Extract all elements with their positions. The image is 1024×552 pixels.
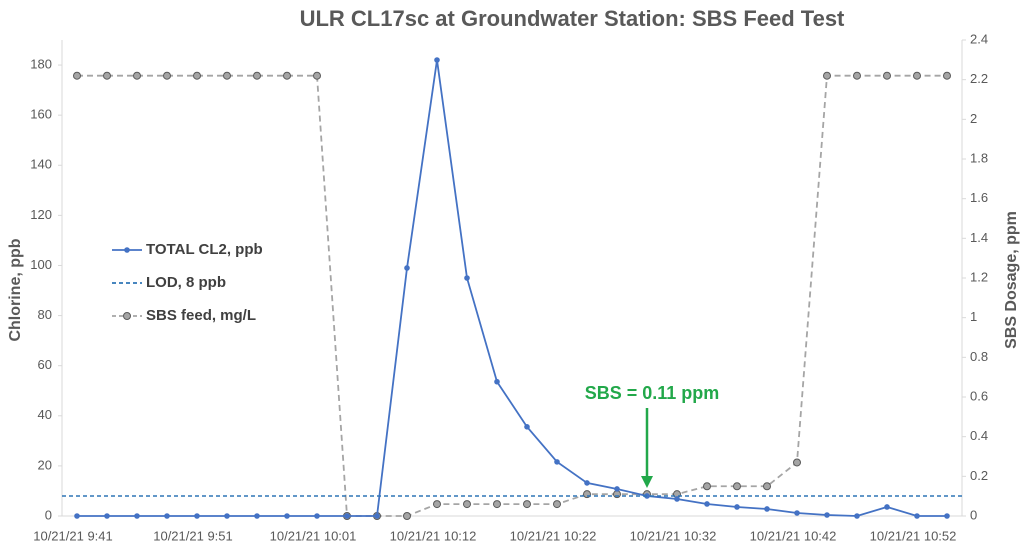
point [494, 378, 500, 385]
point [733, 482, 741, 491]
point [553, 500, 561, 509]
point [793, 458, 801, 467]
x-tick-label: 10/21/21 9:51 [153, 528, 233, 543]
y2-tick-label: 0.6 [970, 388, 988, 403]
point [434, 57, 440, 63]
y-tick-label: 140 [30, 157, 52, 172]
point [313, 71, 321, 80]
point [164, 513, 170, 519]
point [884, 504, 890, 510]
y2-tick-label: 1.8 [970, 150, 988, 165]
point [764, 506, 770, 512]
point [704, 501, 710, 507]
point [163, 71, 171, 80]
point [824, 512, 830, 518]
y2-tick-label: 1.4 [970, 230, 988, 245]
x-tick-label: 10/21/21 10:22 [510, 528, 597, 543]
legend-label: SBS feed, mg/L [146, 307, 256, 324]
y-tick-label: 40 [38, 407, 52, 422]
y2-tick-label: 0.2 [970, 468, 988, 483]
y-axis-title: Chlorine, ppb [7, 238, 24, 341]
x-tick-label: 10/21/21 10:01 [270, 528, 357, 543]
point [103, 71, 111, 80]
point [133, 71, 141, 80]
point [403, 512, 411, 520]
point [284, 513, 290, 519]
x-tick-label: 10/21/21 10:12 [390, 528, 477, 543]
point [854, 513, 860, 519]
point [763, 482, 771, 491]
point [703, 482, 711, 491]
point [914, 513, 920, 519]
point [463, 500, 471, 509]
series-line [77, 74, 947, 517]
y-tick-label: 100 [30, 257, 52, 272]
point [224, 513, 230, 519]
y-tick-label: 0 [45, 507, 52, 522]
point [734, 504, 740, 510]
annotation-arrowhead [641, 476, 653, 488]
point [374, 513, 380, 519]
point [523, 500, 531, 509]
y-tick-label: 80 [38, 307, 52, 322]
point [223, 71, 231, 80]
y2-tick-label: 1.2 [970, 269, 988, 284]
x-tick-label: 10/21/21 10:52 [870, 528, 957, 543]
y2-tick-label: 0 [970, 507, 977, 522]
y-tick-label: 180 [30, 56, 52, 71]
point [493, 500, 501, 509]
legend: TOTAL CL2, ppb LOD, 8 ppb SBS feed, mg/L [112, 241, 263, 324]
chart-title: ULR CL17sc at Groundwater Station: SBS F… [300, 6, 845, 31]
point [344, 513, 350, 519]
point [404, 265, 410, 271]
y2-tick-label: 2.2 [970, 71, 988, 86]
point [943, 71, 951, 80]
y2-tick-label: 0.4 [970, 428, 988, 443]
point [614, 486, 620, 492]
point [74, 513, 80, 519]
point [584, 480, 590, 486]
point [883, 71, 891, 80]
y2-tick-label: 2.4 [970, 31, 988, 46]
y2-tick-label: 1.6 [970, 190, 988, 205]
y-tick-label: 20 [38, 457, 52, 472]
point [194, 513, 200, 519]
point [913, 71, 921, 80]
point [524, 424, 530, 430]
point [944, 513, 950, 519]
point [314, 513, 320, 519]
point [853, 71, 861, 80]
point [104, 513, 110, 519]
y2-tick-label: 1 [970, 309, 977, 324]
legend-label: LOD, 8 ppb [146, 274, 226, 291]
point [253, 71, 261, 80]
x-tick-label: 10/21/21 10:32 [630, 528, 717, 543]
point [283, 71, 291, 80]
point [134, 513, 140, 519]
point [433, 500, 441, 509]
legend-marker [123, 312, 131, 320]
y2-axis-title: SBS Dosage, ppm [1003, 211, 1020, 349]
y2-tick-label: 0.8 [970, 349, 988, 364]
point [794, 510, 800, 516]
y2-tick-label: 2 [970, 111, 977, 126]
point [464, 275, 470, 281]
annotation: SBS = 0.11 ppm [585, 383, 720, 403]
legend-label: TOTAL CL2, ppb [146, 241, 263, 258]
y-tick-label: 160 [30, 107, 52, 122]
legend-marker [124, 247, 130, 253]
y-tick-label: 60 [38, 357, 52, 372]
point [73, 71, 81, 80]
point [674, 496, 680, 502]
point [254, 513, 260, 519]
point [823, 71, 831, 80]
x-tick-label: 10/21/21 10:42 [750, 528, 837, 543]
x-tick-label: 10/21/21 9:41 [33, 528, 113, 543]
point [193, 71, 201, 80]
point [554, 459, 560, 465]
y-tick-label: 120 [30, 207, 52, 222]
series-line [77, 59, 947, 517]
